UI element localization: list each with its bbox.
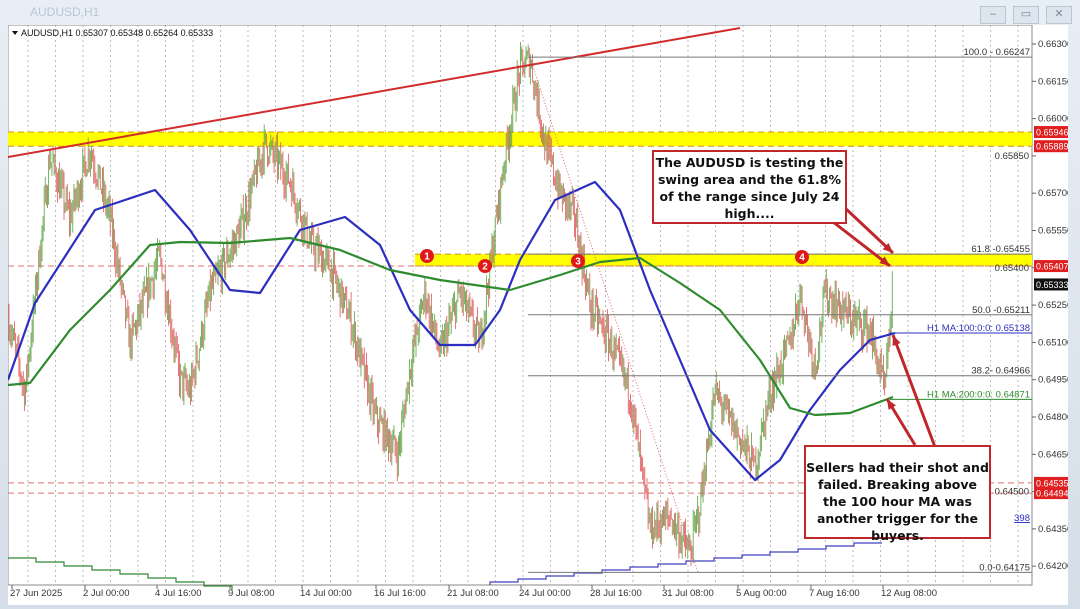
candles bbox=[8, 41, 893, 567]
close-button[interactable]: ✕ bbox=[1046, 6, 1072, 24]
window-title: AUDUSD,H1 bbox=[30, 5, 100, 19]
swing-marker-3: 3 bbox=[571, 254, 585, 268]
swing-marker-4: 4 bbox=[795, 250, 809, 264]
swing-marker-2: 2 bbox=[478, 259, 492, 273]
x-tick-label: 7 Aug 16:00 bbox=[809, 588, 860, 599]
x-tick-label: 21 Jul 08:00 bbox=[447, 588, 499, 599]
y-tick-label: 0.64500 bbox=[995, 487, 1029, 498]
support-resistance-zone bbox=[415, 254, 1032, 267]
arrow-head-icon bbox=[882, 242, 893, 253]
fib-level-label: 50.0 -0.65211 bbox=[972, 305, 1030, 316]
title-bar: AUDUSD,H1 – ▭ ✕ bbox=[0, 0, 1080, 24]
price-chart[interactable]: 100.0 - 0.66247 61.8 -0.65455 50.0 -0.6521… bbox=[8, 25, 1068, 605]
marker-number: 3 bbox=[575, 257, 581, 268]
arrow-head-icon bbox=[879, 256, 890, 266]
support-resistance-zone bbox=[8, 132, 1032, 147]
price-tag bbox=[1034, 278, 1068, 291]
ma-level-label: H1 MA:200:0:0: 0.64871 bbox=[927, 389, 1030, 400]
restore-button[interactable]: ▭ bbox=[1013, 6, 1039, 24]
marker-circle bbox=[478, 259, 492, 273]
ma-100-line bbox=[8, 180, 896, 482]
partial-level-label: 398 bbox=[1014, 513, 1030, 524]
fib-level-label: 61.8 -0.65455 bbox=[971, 244, 1030, 255]
price-tag bbox=[1034, 476, 1068, 489]
arrow-shaft bbox=[891, 334, 937, 448]
swing-marker-1: 1 bbox=[420, 249, 434, 263]
arrow-shaft bbox=[843, 206, 895, 255]
marker-circle bbox=[571, 254, 585, 268]
indicator-step-line bbox=[8, 557, 233, 590]
x-tick-label: 28 Jul 16:00 bbox=[590, 588, 642, 599]
price-tag-label: 0.65333 bbox=[1036, 280, 1068, 290]
price-tag-label: 0.65946 bbox=[1036, 128, 1068, 138]
arrow-head-icon bbox=[887, 399, 896, 410]
trendline bbox=[8, 27, 741, 158]
x-tick-label: 27 Jun 2025 bbox=[10, 588, 62, 599]
ma-level-label: H1 MA:100:0:0: 0.65138 bbox=[927, 323, 1030, 334]
x-tick-label: 31 Jul 08:00 bbox=[662, 588, 714, 599]
marker-number: 2 bbox=[482, 262, 488, 273]
arrow-head-icon bbox=[892, 335, 901, 346]
price-tag-label: 0.65407 bbox=[1036, 262, 1068, 272]
x-tick-label: 24 Jul 00:00 bbox=[519, 588, 571, 599]
ohlc-header: AUDUSD,H1 0.65307 0.65348 0.65264 0.6533… bbox=[21, 28, 213, 38]
annotation-box-swing: The AUDUSD is testing the swing area and… bbox=[652, 150, 847, 224]
annotation-box-sellers: Sellers had their shot and failed. Break… bbox=[804, 445, 991, 543]
price-tag bbox=[1034, 126, 1068, 139]
marker-number: 1 bbox=[424, 252, 430, 263]
x-tick-label: 2 Jul 00:00 bbox=[83, 588, 129, 599]
arrow-shaft bbox=[827, 216, 891, 268]
x-tick-label: 16 Jul 16:00 bbox=[374, 588, 426, 599]
y-tick-label: 0.65400 bbox=[995, 263, 1029, 274]
x-tick-label: 5 Aug 00:00 bbox=[736, 588, 787, 599]
ma-200-line bbox=[8, 236, 894, 417]
price-tag bbox=[1034, 487, 1068, 500]
fib-level-label: 0.0-0.64175 bbox=[979, 562, 1030, 573]
x-tick-label: 4 Jul 16:00 bbox=[155, 588, 201, 599]
price-tag-label: 0.65889 bbox=[1036, 142, 1068, 152]
chart-canvas: 100.0 - 0.66247 61.8 -0.65455 50.0 -0.6521… bbox=[8, 25, 1068, 599]
collapse-triangle-icon bbox=[12, 31, 18, 35]
fib-level-label: 100.0 - 0.66247 bbox=[963, 47, 1030, 58]
price-tag-label: 0.64494 bbox=[1036, 489, 1068, 499]
price-tag bbox=[1034, 260, 1068, 273]
fib-level-label: 38.2- 0.64966 bbox=[971, 366, 1030, 377]
x-tick-label: 12 Aug 08:00 bbox=[881, 588, 937, 599]
marker-circle bbox=[795, 250, 809, 264]
price-tag bbox=[1034, 140, 1068, 153]
x-tick-label: 9 Jul 08:00 bbox=[228, 588, 274, 599]
minimize-button[interactable]: – bbox=[980, 6, 1006, 24]
y-tick-label: 0.65850 bbox=[995, 151, 1029, 162]
marker-circle bbox=[420, 249, 434, 263]
marker-number: 4 bbox=[799, 253, 805, 264]
indicator-step-line bbox=[489, 542, 882, 585]
price-tag-label: 0.64535 bbox=[1036, 478, 1068, 488]
x-tick-label: 14 Jul 00:00 bbox=[300, 588, 352, 599]
